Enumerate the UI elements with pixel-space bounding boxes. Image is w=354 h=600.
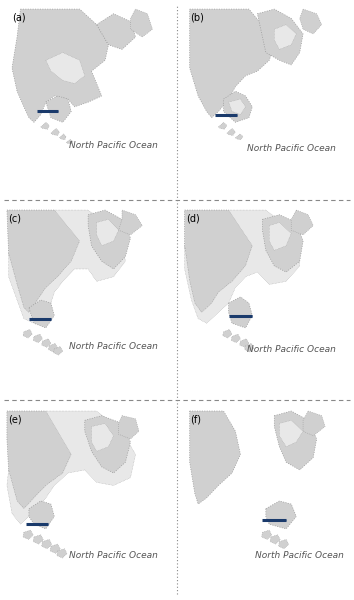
Polygon shape — [50, 544, 60, 553]
Polygon shape — [269, 223, 291, 250]
Text: North Pacific Ocean: North Pacific Ocean — [247, 345, 336, 354]
Text: North Pacific Ocean: North Pacific Ocean — [247, 144, 336, 153]
Polygon shape — [66, 139, 73, 144]
Polygon shape — [291, 210, 313, 235]
Polygon shape — [119, 416, 139, 439]
Polygon shape — [29, 300, 54, 328]
Polygon shape — [229, 297, 252, 328]
Polygon shape — [227, 128, 235, 136]
Polygon shape — [48, 343, 58, 352]
Polygon shape — [33, 334, 42, 343]
Text: (b): (b) — [190, 12, 204, 22]
Polygon shape — [131, 9, 153, 37]
Polygon shape — [85, 416, 131, 473]
Polygon shape — [190, 9, 274, 118]
Text: (c): (c) — [8, 213, 22, 223]
Text: North Pacific Ocean: North Pacific Ocean — [255, 551, 344, 560]
Polygon shape — [42, 539, 52, 549]
Polygon shape — [46, 53, 85, 83]
Polygon shape — [223, 329, 232, 338]
Polygon shape — [7, 411, 136, 524]
Text: North Pacific Ocean: North Pacific Ocean — [69, 141, 158, 150]
Polygon shape — [88, 210, 131, 269]
Text: (e): (e) — [8, 414, 22, 424]
Polygon shape — [8, 210, 125, 323]
Polygon shape — [7, 210, 80, 313]
Polygon shape — [274, 411, 316, 470]
Polygon shape — [97, 220, 119, 246]
Polygon shape — [240, 339, 249, 347]
Polygon shape — [23, 329, 32, 338]
Polygon shape — [270, 535, 280, 544]
Polygon shape — [92, 424, 114, 451]
Text: (f): (f) — [190, 414, 201, 424]
Polygon shape — [7, 411, 71, 509]
Polygon shape — [229, 99, 246, 115]
Polygon shape — [33, 535, 43, 544]
Text: North Pacific Ocean: North Pacific Ocean — [69, 342, 158, 351]
Polygon shape — [51, 128, 59, 136]
Polygon shape — [231, 334, 240, 343]
Polygon shape — [119, 210, 142, 235]
Polygon shape — [185, 210, 252, 313]
Polygon shape — [41, 122, 49, 129]
Polygon shape — [59, 134, 66, 140]
Polygon shape — [262, 215, 303, 272]
Polygon shape — [257, 9, 303, 65]
Polygon shape — [185, 210, 300, 323]
Polygon shape — [53, 347, 63, 355]
Polygon shape — [235, 134, 243, 140]
Text: (a): (a) — [12, 12, 25, 22]
Polygon shape — [279, 539, 289, 549]
Polygon shape — [266, 501, 296, 529]
Polygon shape — [245, 343, 254, 352]
Polygon shape — [223, 91, 252, 122]
Polygon shape — [303, 411, 325, 436]
Polygon shape — [190, 411, 240, 504]
Polygon shape — [57, 549, 67, 558]
Polygon shape — [46, 96, 71, 122]
Polygon shape — [12, 9, 108, 122]
Polygon shape — [274, 25, 296, 49]
Polygon shape — [262, 530, 272, 539]
Polygon shape — [97, 14, 136, 49]
Polygon shape — [300, 9, 322, 34]
Polygon shape — [29, 501, 54, 529]
Text: (d): (d) — [186, 213, 200, 223]
Polygon shape — [42, 339, 51, 347]
Text: North Pacific Ocean: North Pacific Ocean — [69, 551, 158, 560]
Polygon shape — [218, 122, 227, 129]
Polygon shape — [279, 421, 303, 446]
Polygon shape — [23, 530, 33, 539]
